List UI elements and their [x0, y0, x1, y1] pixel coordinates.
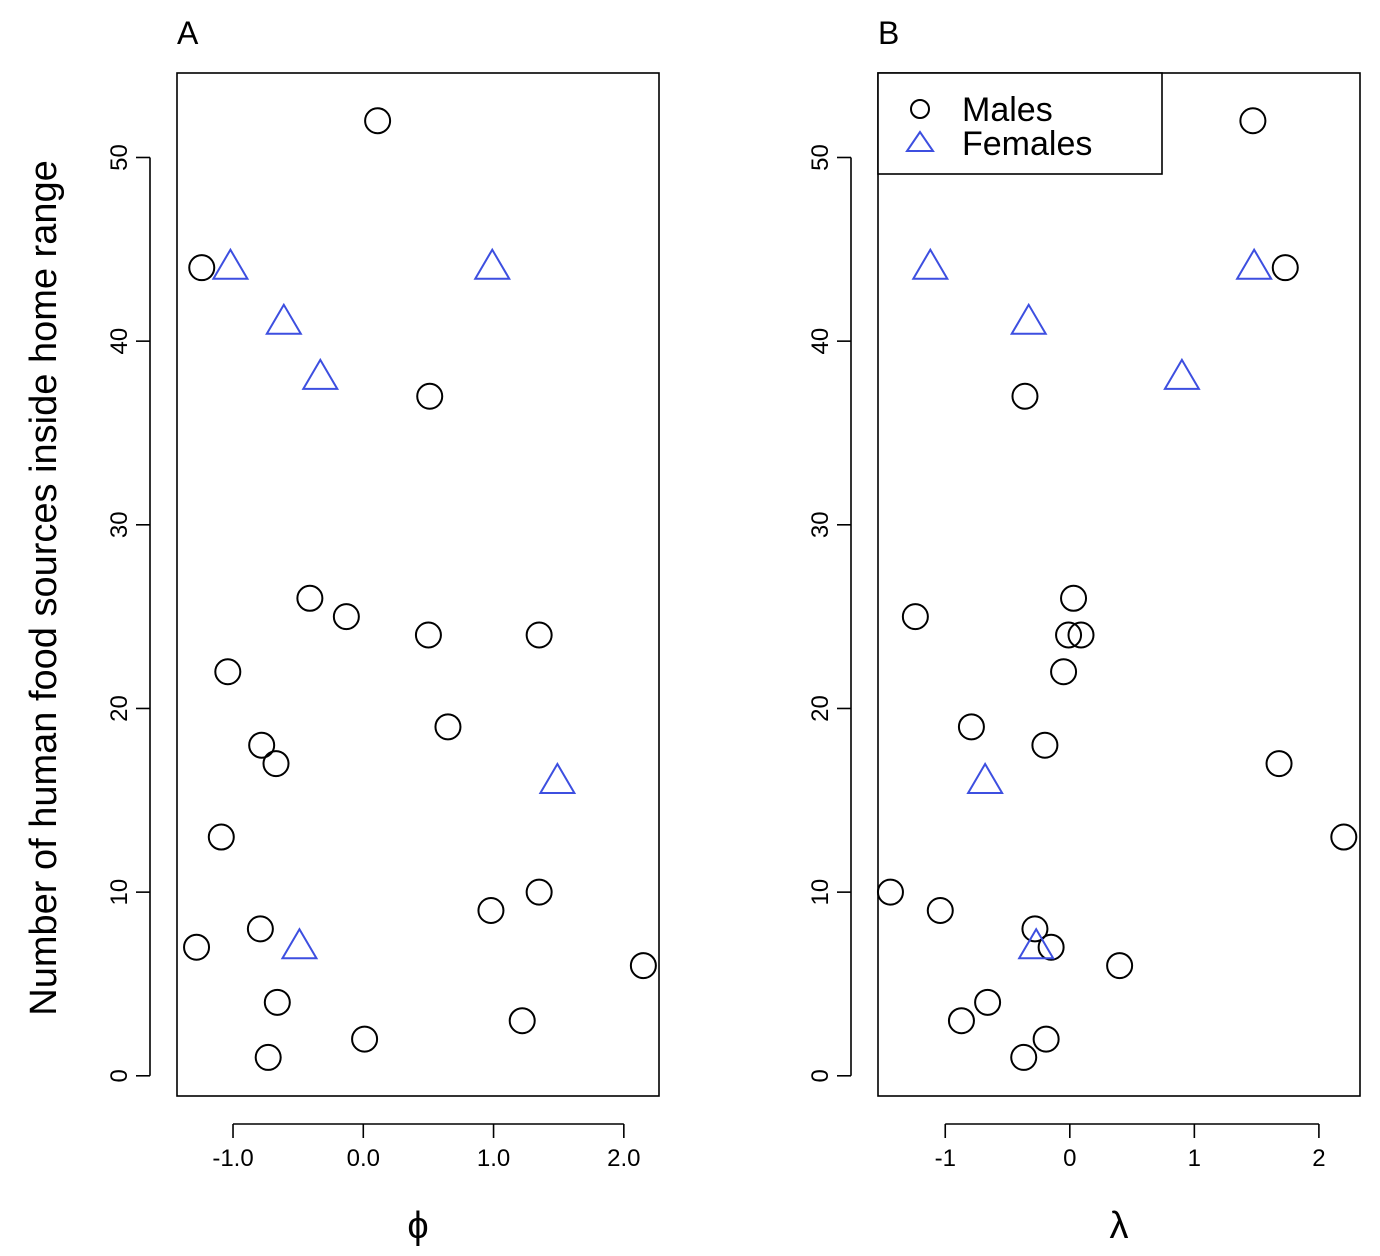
female-point: [538, 761, 577, 794]
male-point: [296, 584, 324, 612]
y-tick-label: 30: [106, 511, 133, 538]
male-point: [434, 713, 462, 741]
male-point: [254, 1043, 282, 1071]
male-point: [1032, 1025, 1060, 1053]
panel-label: A: [177, 15, 199, 51]
male-point: [1239, 107, 1267, 135]
male-point: [1060, 584, 1088, 612]
male-point: [248, 731, 276, 759]
male-point: [1050, 658, 1078, 686]
x-tick-label: 0: [1063, 1145, 1076, 1172]
female-point: [211, 247, 250, 280]
y-tick-label: 0: [106, 1069, 133, 1082]
female-point: [1009, 302, 1048, 335]
x-tick-label: 1: [1188, 1145, 1201, 1172]
x-axis-label: λ: [1110, 1205, 1129, 1247]
male-point: [364, 107, 392, 135]
male-point: [947, 1007, 975, 1035]
male-point: [1037, 933, 1065, 961]
male-point: [414, 621, 442, 649]
female-point: [1163, 357, 1201, 390]
y-tick-label: 10: [807, 879, 834, 906]
male-point: [1067, 621, 1095, 649]
male-point: [974, 988, 1002, 1016]
y-tick-label: 50: [106, 144, 133, 171]
x-tick-label: 2.0: [607, 1145, 640, 1172]
male-point: [188, 254, 216, 282]
legend-triangle-icon: [905, 130, 935, 152]
female-point: [966, 761, 1004, 794]
y-tick-label: 0: [807, 1069, 834, 1082]
male-point: [332, 603, 360, 631]
male-point: [416, 382, 444, 410]
y-tick-label: 20: [106, 695, 133, 722]
male-point: [1330, 823, 1358, 851]
female-point: [301, 357, 340, 390]
male-point: [926, 897, 954, 925]
female-point: [280, 927, 319, 960]
male-point: [1265, 750, 1293, 778]
male-point: [1031, 731, 1059, 759]
male-point: [1010, 1043, 1038, 1071]
male-point: [1021, 915, 1049, 943]
legend-circle-icon: [910, 99, 930, 119]
panel-label: B: [878, 15, 899, 51]
male-point: [901, 603, 929, 631]
y-tick-label: 30: [807, 511, 834, 538]
female-point: [911, 247, 950, 280]
x-tick-label: 2: [1312, 1145, 1325, 1172]
y-tick-label: 40: [807, 328, 834, 355]
male-point: [263, 988, 291, 1016]
plot-frame: [176, 72, 660, 1097]
x-tick-label: -1.0: [212, 1145, 253, 1172]
y-tick-label: 20: [807, 695, 834, 722]
female-point: [265, 302, 303, 335]
y-tick-label: 40: [106, 328, 133, 355]
male-point: [876, 878, 904, 906]
male-point: [207, 823, 235, 851]
legend-box: [877, 72, 1163, 175]
x-tick-label: 0.0: [347, 1145, 380, 1172]
x-tick-label: -1: [935, 1145, 956, 1172]
male-point: [351, 1025, 379, 1053]
male-point: [214, 658, 242, 686]
male-point: [262, 750, 290, 778]
female-point: [473, 247, 511, 280]
y-tick-label: 50: [807, 144, 834, 171]
male-point: [508, 1007, 536, 1035]
male-point: [525, 621, 553, 649]
male-point: [957, 713, 985, 741]
panel-a: A -1.0 0.0 1.0 2.0 ϕ 0 10 20 30 40 50: [106, 15, 660, 1247]
y-axis-label: Number of human food sources inside home…: [23, 160, 65, 1015]
male-point: [183, 933, 211, 961]
y-tick-label: 10: [106, 879, 133, 906]
male-point: [1011, 382, 1039, 410]
male-point: [1106, 952, 1134, 980]
x-axis-label: ϕ: [407, 1205, 428, 1247]
male-point: [1271, 254, 1299, 282]
plot-frame: [877, 72, 1361, 1097]
male-point: [629, 952, 657, 980]
female-point: [1017, 927, 1055, 960]
legend-label: Females: [962, 125, 1092, 163]
male-point: [525, 878, 553, 906]
legend-label: Males: [962, 91, 1053, 129]
male-point: [1055, 621, 1083, 649]
x-tick-label: 1.0: [477, 1145, 510, 1172]
male-point: [477, 897, 505, 925]
female-point: [1235, 247, 1273, 280]
male-point: [246, 915, 274, 943]
